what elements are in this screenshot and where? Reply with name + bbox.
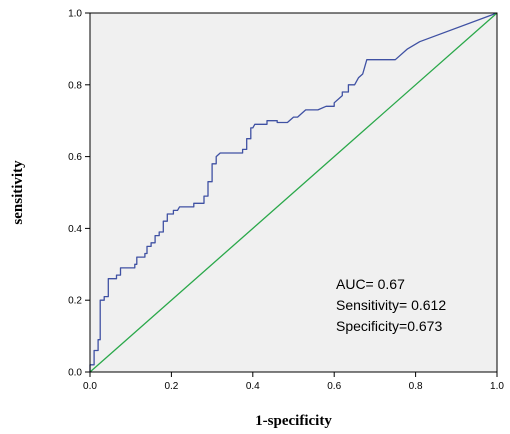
series-layer (89, 12, 498, 373)
y-tick-label: 0.6 (68, 152, 82, 163)
roc-curve-line (89, 12, 498, 372)
x-tick-label: 0.0 (83, 381, 97, 392)
sensitivity-annotation: Sensitivity= 0.612 (336, 297, 446, 313)
x-tick-label: 0.6 (327, 381, 341, 392)
y-tick-label: 1.0 (68, 9, 82, 20)
x-tick-label: 0.2 (164, 381, 178, 392)
annotation-block: AUC= 0.67 Sensitivity= 0.612 Specificity… (336, 276, 446, 334)
auc-annotation: AUC= 0.67 (336, 276, 405, 292)
plot-frame (89, 12, 498, 373)
y-tick-label: 0.4 (68, 224, 82, 235)
x-axis-label: 1-specificity (255, 413, 332, 429)
y-tick-label: 0.2 (68, 296, 82, 307)
y-axis-label: sensitivity (10, 160, 26, 225)
x-axis: 0.0 0.2 0.4 0.6 0.8 1.0 (83, 372, 504, 392)
reference-diagonal-line (89, 12, 498, 373)
x-tick-label: 0.4 (246, 381, 260, 392)
specificity-annotation: Specificity=0.673 (336, 318, 442, 334)
y-tick-label: 0.8 (68, 80, 82, 91)
y-tick-label: 0.0 (68, 368, 82, 379)
y-axis: 0.0 0.2 0.4 0.6 0.8 1.0 (68, 9, 90, 379)
x-tick-label: 1.0 (490, 381, 504, 392)
x-tick-label: 0.8 (409, 381, 423, 392)
